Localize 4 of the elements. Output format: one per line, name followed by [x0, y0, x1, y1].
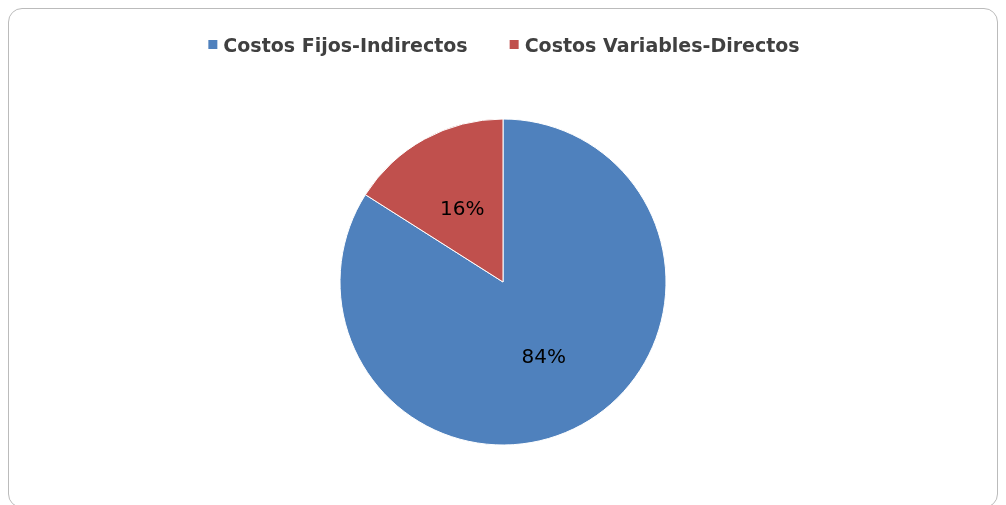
data-label: 84%	[521, 344, 566, 369]
legend-label: Costos Fijos-Indirectos	[223, 33, 468, 56]
data-label: 16%	[440, 195, 485, 220]
legend-label: Costos Variables-Directos	[524, 33, 800, 56]
